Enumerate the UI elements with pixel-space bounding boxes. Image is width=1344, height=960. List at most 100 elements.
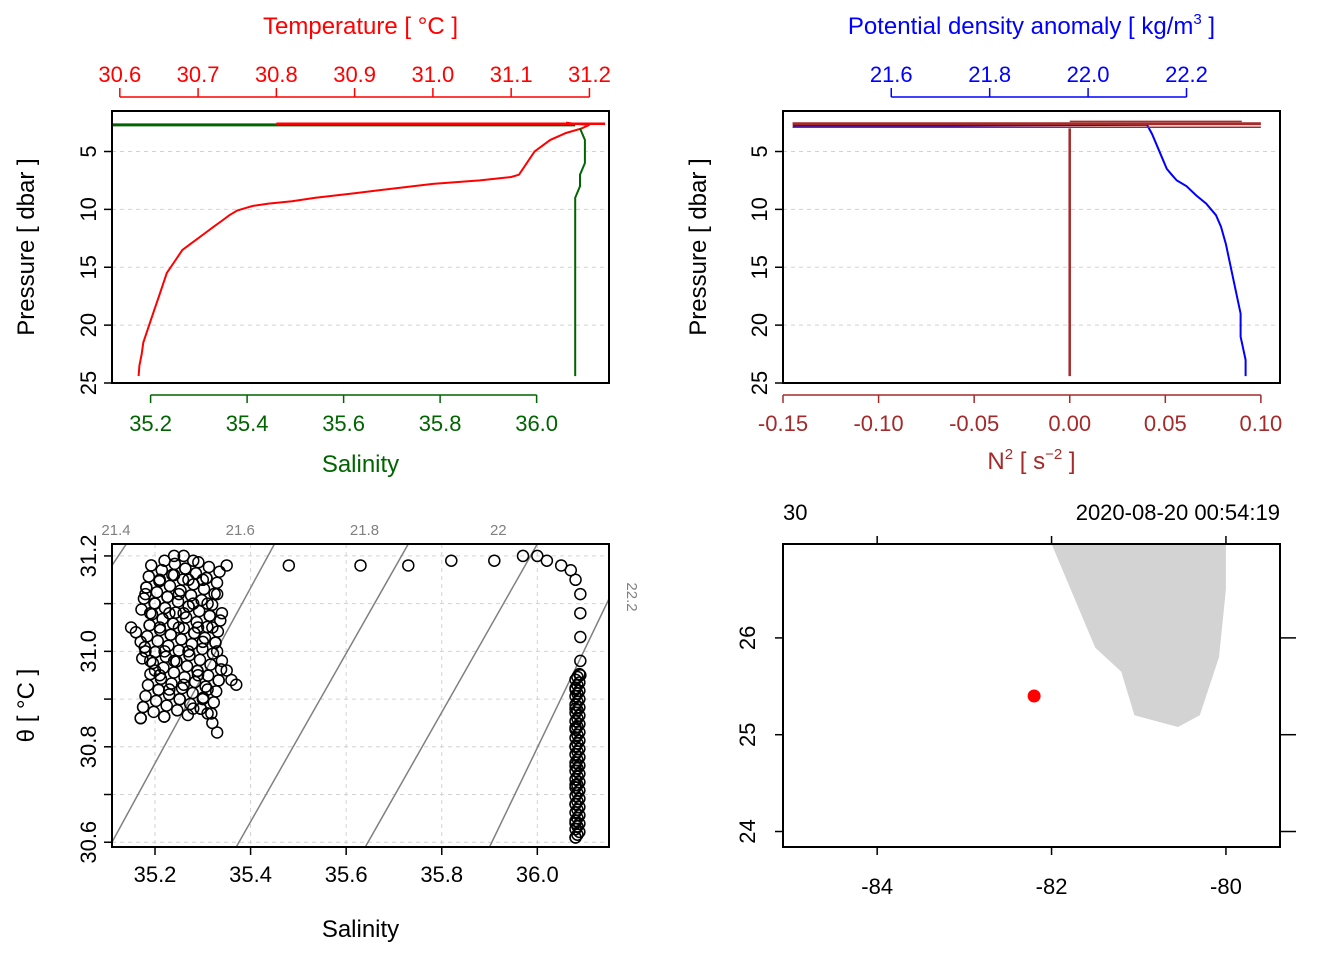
ts-point (203, 609, 216, 623)
isopycnal-label: 21.4 (101, 522, 130, 539)
ts-point (402, 559, 415, 572)
bottom-axis-label: N2 [ s−2 ] (987, 446, 1075, 475)
top-tick-label: 30.7 (177, 62, 220, 87)
ts-point (212, 674, 225, 687)
ts-point (573, 726, 586, 739)
isopycnal-line (235, 543, 409, 848)
ts-point (189, 567, 203, 580)
ts-point (573, 800, 586, 814)
ts-point (173, 693, 186, 706)
bottom-tick-label: 35.6 (322, 411, 365, 436)
land-polygon (1051, 544, 1226, 727)
y-tick-label: 5 (76, 145, 101, 157)
isopycnal-label: 22 (490, 522, 507, 539)
ts-point (516, 549, 530, 563)
ts-point (160, 699, 173, 712)
ts-point (149, 694, 163, 708)
ts-point (199, 680, 212, 693)
plot-frame (782, 110, 1281, 384)
ts-point (201, 597, 214, 610)
bottom-tick-label: 35.8 (419, 411, 462, 436)
ts-point (186, 554, 200, 567)
y-tick-label: 5 (747, 145, 772, 157)
y-tick-label: 30.8 (76, 725, 101, 768)
x-tick-label: 35.4 (229, 862, 272, 887)
y-tick-label: 20 (747, 313, 772, 337)
plot-frame (111, 110, 610, 384)
ts-point (196, 642, 209, 656)
ts-point (139, 689, 152, 703)
density-line (792, 123, 1247, 377)
ts-point (573, 709, 586, 722)
x-tick-label: 35.2 (134, 862, 177, 887)
y-tick-label: 24 (735, 819, 760, 843)
ts-point (136, 700, 150, 714)
ts-point (574, 606, 587, 620)
ts-point (150, 585, 164, 599)
top-tick-label: 31.2 (568, 62, 611, 87)
y-tick-label: 30.6 (76, 821, 101, 864)
ts-point (564, 563, 578, 577)
ts-point (573, 667, 586, 681)
y-axis-label: Pressure [ dbar ] (13, 158, 40, 335)
ts-point (209, 636, 222, 649)
bottom-tick-label: -0.10 (853, 411, 903, 436)
y-tick-label: 25 (76, 371, 101, 395)
isopycnal-line (111, 543, 127, 566)
isopycnal-label: 21.6 (226, 522, 255, 539)
ts-point (540, 554, 554, 567)
ts-point (151, 634, 164, 648)
top-tick-label: 31.1 (490, 62, 533, 87)
y-tick-label: 26 (735, 626, 760, 650)
ts-point (215, 606, 229, 620)
ts-point (573, 750, 586, 764)
bottom-tick-label: -0.05 (949, 411, 999, 436)
ts-point (179, 562, 192, 575)
ts-point (206, 716, 219, 730)
ts-point (149, 645, 162, 659)
ts-point (193, 653, 207, 667)
ts-point (192, 556, 205, 569)
isopycnal-line (111, 543, 276, 843)
ts-point (174, 584, 187, 597)
ts-point (354, 559, 367, 572)
x-tick-label: -80 (1210, 874, 1242, 899)
top-tick-label: 22.2 (1165, 62, 1208, 87)
top-tick-label: 30.9 (333, 62, 376, 87)
top-axis-label-end: ] (1202, 13, 1215, 40)
ts-point (573, 701, 586, 714)
y-tick-label: 10 (76, 197, 101, 221)
ts-point (210, 726, 224, 739)
bottom-axis-label-part: ] (1062, 448, 1075, 475)
ts-point (191, 664, 204, 678)
top-axis-label-sup: 3 (1193, 11, 1201, 28)
ts-point (200, 571, 213, 585)
bottom-tick-label: 36.0 (515, 411, 558, 436)
top-tick-label: 22.0 (1067, 62, 1110, 87)
ts-point (194, 702, 208, 715)
ts-point (191, 668, 205, 682)
ts-point (213, 565, 226, 578)
ts-point (134, 711, 147, 725)
ts-point (573, 684, 586, 698)
ts-point (177, 549, 190, 563)
isopycnal-label: 21.8 (350, 522, 379, 539)
ts-point (214, 614, 227, 627)
ts-point (163, 579, 177, 593)
top-axis-label: Temperature [ °C ] (263, 13, 458, 40)
ts-point (573, 759, 586, 772)
plot-frame (111, 543, 610, 848)
isopycnal-label: 22.2 (623, 582, 640, 611)
ts-point (155, 563, 169, 577)
ts-point (573, 825, 586, 839)
y-tick-label: 25 (747, 371, 772, 395)
bottom-axis-label-part: N (987, 448, 1004, 475)
ts-point (140, 581, 153, 594)
isopycnal-line (364, 543, 538, 848)
ts-point (147, 705, 160, 719)
map-frame (782, 543, 1281, 848)
ts-point (142, 570, 156, 583)
ts-point (182, 600, 195, 613)
y-tick-label: 31.2 (76, 535, 101, 578)
